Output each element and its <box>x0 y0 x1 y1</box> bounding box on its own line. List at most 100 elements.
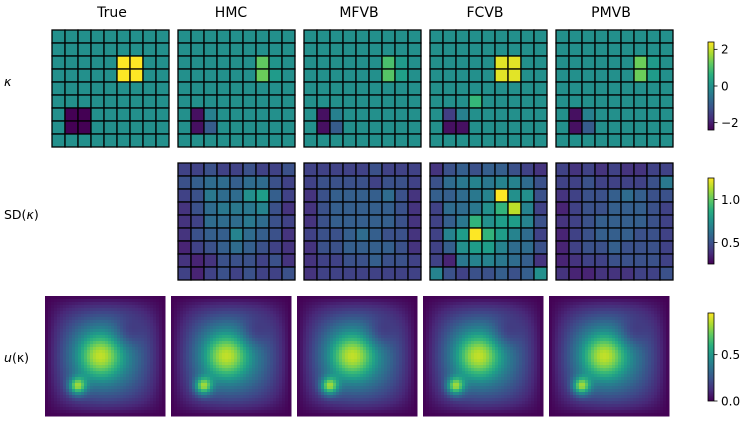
field-cell <box>234 365 238 369</box>
field-cell <box>114 392 118 396</box>
field-cell <box>87 377 91 381</box>
field-cell <box>159 332 163 336</box>
field-cell <box>321 329 325 333</box>
field-cell <box>222 392 226 396</box>
field-cell <box>135 335 139 339</box>
field-cell <box>87 305 91 309</box>
field-cell <box>381 311 385 315</box>
field-cell <box>270 401 274 405</box>
field-cell <box>237 413 241 417</box>
field-cell <box>297 353 301 357</box>
field-cell <box>147 317 151 321</box>
field-cell <box>177 383 181 387</box>
heatmap-cell <box>116 133 131 148</box>
field-cell <box>186 356 190 360</box>
heatmap-cell <box>190 266 205 281</box>
field-cell <box>69 299 73 303</box>
field-cell <box>231 320 235 324</box>
field-cell <box>114 395 118 399</box>
field-cell <box>54 410 58 414</box>
heatmap-cell <box>155 68 170 83</box>
field-cell <box>78 356 82 360</box>
field-cell <box>375 344 379 348</box>
field-cell <box>84 365 88 369</box>
field-cell <box>213 335 217 339</box>
field-cell <box>231 308 235 312</box>
field-cell <box>375 350 379 354</box>
field-cell <box>207 305 211 309</box>
field-cell <box>315 314 319 318</box>
heatmap-cell <box>607 55 622 70</box>
field-cell <box>60 326 64 330</box>
field-cell <box>207 302 211 306</box>
field-cell <box>411 350 415 354</box>
field-cell <box>393 314 397 318</box>
field-cell <box>108 410 112 414</box>
field-cell <box>282 305 286 309</box>
field-cell <box>57 365 61 369</box>
field-cell <box>192 302 196 306</box>
field-cell <box>318 353 322 357</box>
field-cell <box>324 353 328 357</box>
field-cell <box>105 296 109 300</box>
field-cell <box>123 320 127 324</box>
field-cell <box>249 371 253 375</box>
field-cell <box>147 308 151 312</box>
field-cell <box>144 329 148 333</box>
field-cell <box>231 413 235 417</box>
field-cell <box>270 365 274 369</box>
field-cell <box>45 359 49 363</box>
field-cell <box>303 299 307 303</box>
heatmap-cell <box>268 68 283 83</box>
field-cell <box>99 299 103 303</box>
field-cell <box>273 380 277 384</box>
field-cell <box>240 398 244 402</box>
heatmap-cell <box>229 133 244 148</box>
field-cell <box>354 356 358 360</box>
field-cell <box>345 365 349 369</box>
field-cell <box>369 344 373 348</box>
field-cell <box>114 371 118 375</box>
heatmap-cell <box>442 253 457 268</box>
field-cell <box>171 302 175 306</box>
field-cell <box>120 350 124 354</box>
field-cell <box>345 362 349 366</box>
field-cell <box>363 350 367 354</box>
field-cell <box>102 350 106 354</box>
field-cell <box>276 359 280 363</box>
field-cell <box>195 401 199 405</box>
heatmap-cell <box>507 120 522 135</box>
field-cell <box>111 377 115 381</box>
field-cell <box>321 335 325 339</box>
field-cell <box>51 299 55 303</box>
field-cell <box>258 311 262 315</box>
heatmap-cell <box>368 68 383 83</box>
field-cell <box>174 362 178 366</box>
field-cell <box>303 365 307 369</box>
field-cell <box>90 413 94 417</box>
field-cell <box>393 320 397 324</box>
field-cell <box>264 326 268 330</box>
field-cell <box>45 413 49 417</box>
field-cell <box>231 338 235 342</box>
field-cell <box>132 386 136 390</box>
field-cell <box>144 302 148 306</box>
field-cell <box>222 341 226 345</box>
field-cell <box>75 329 79 333</box>
heatmap-cell <box>203 68 218 83</box>
field-cell <box>339 338 343 342</box>
field-cell <box>327 359 331 363</box>
heatmap-cell <box>407 94 422 109</box>
field-cell <box>390 305 394 309</box>
field-cell <box>174 314 178 318</box>
field-cell <box>189 338 193 342</box>
field-cell <box>156 404 160 408</box>
field-cell <box>60 311 64 315</box>
field-cell <box>261 413 265 417</box>
field-cell <box>327 329 331 333</box>
field-cell <box>255 401 259 405</box>
heatmap-cell <box>633 253 648 268</box>
field-cell <box>93 308 97 312</box>
heatmap-cell <box>281 81 296 96</box>
field-cell <box>384 332 388 336</box>
